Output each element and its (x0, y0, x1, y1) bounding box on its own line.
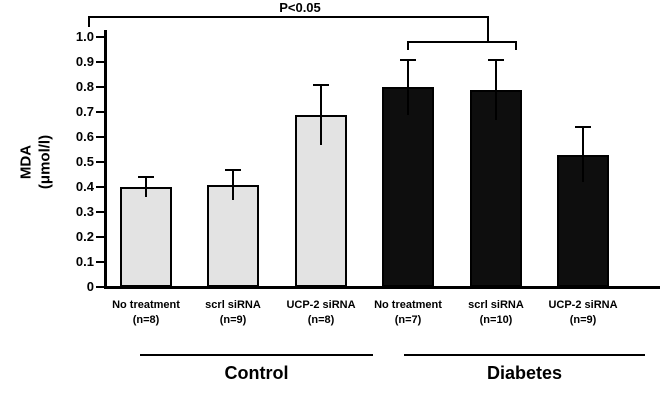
x-label-2-treatment: UCP-2 siRNA (286, 299, 356, 311)
x-label-0: No treatment (n=8) (99, 298, 193, 329)
error-bar-1 (232, 169, 234, 200)
y-tick-mark-2 (96, 236, 105, 238)
y-tick-label-10: 1.0 (75, 29, 94, 44)
y-tick-mark-6 (96, 136, 105, 138)
y-tick-mark-9 (96, 61, 105, 63)
x-label-0-treatment: No treatment (112, 299, 180, 311)
error-bar-cap-1 (225, 168, 241, 171)
y-axis-title-line1: MDA (17, 144, 35, 180)
error-bar-4 (495, 59, 497, 120)
y-tick-mark-4 (96, 186, 105, 188)
y-tick-mark-8 (96, 86, 105, 88)
x-label-5-treatment: UCP-2 siRNA (548, 299, 618, 311)
y-tick-label-9: 0.9 (75, 54, 94, 69)
y-tick-mark-7 (96, 111, 105, 113)
error-bar-5 (582, 127, 584, 182)
significance-bracket-sub-left-tick (407, 41, 409, 50)
significance-bracket-drop (487, 16, 489, 43)
x-label-4-n: (n=10) (479, 314, 513, 327)
x-axis-line (104, 286, 660, 289)
y-tick-mark-10 (96, 36, 105, 38)
x-label-2: UCP-2 siRNA (n=8) (274, 298, 368, 329)
control-group-label: Control (224, 363, 289, 383)
diabetes-group-line (404, 354, 645, 356)
bar-0 (120, 187, 172, 287)
x-label-1-n: (n=9) (219, 314, 247, 327)
y-tick-label-1: 0.1 (75, 254, 94, 269)
x-label-1: scrl siRNA (n=9) (186, 298, 280, 329)
bar-4 (470, 89, 522, 287)
y-tick-label-3: 0.3 (75, 204, 94, 219)
x-label-4: scrl siRNA (n=10) (449, 298, 543, 329)
y-tick-label-7: 0.7 (75, 104, 94, 119)
x-label-2-n: (n=8) (307, 314, 335, 327)
significance-bracket-left-tick (88, 16, 90, 27)
significance-bracket-main (88, 16, 489, 18)
y-axis-line (104, 30, 107, 289)
bar-1 (207, 184, 259, 287)
x-label-4-treatment: scrl siRNA (468, 299, 524, 311)
x-label-3-n: (n=7) (394, 314, 422, 327)
y-tick-label-6: 0.6 (75, 129, 94, 144)
error-bar-0 (145, 177, 147, 197)
y-axis-title-line2: (μmol/l) (36, 134, 53, 190)
error-bar-cap-4 (488, 58, 504, 61)
error-bar-cap-3 (400, 58, 416, 61)
error-bar-cap-0 (138, 176, 154, 178)
diabetes-group-label: Diabetes (486, 363, 563, 383)
x-label-5: UCP-2 siRNA (n=9) (536, 298, 630, 329)
x-label-1-treatment: scrl siRNA (205, 299, 261, 311)
y-tick-label-5: 0.5 (75, 154, 94, 169)
y-tick-label-4: 0.4 (75, 179, 94, 194)
control-group-line (140, 354, 373, 356)
error-bar-3 (407, 59, 409, 115)
y-tick-mark-0 (96, 286, 105, 288)
y-tick-mark-1 (96, 261, 105, 263)
y-tick-label-0: 0 (86, 279, 94, 294)
y-tick-mark-3 (96, 211, 105, 213)
x-label-3: No treatment (n=7) (361, 298, 455, 329)
error-bar-2 (320, 84, 322, 145)
bar-3 (382, 87, 434, 287)
significance-bracket-sub (407, 41, 517, 43)
y-tick-label-2: 0.2 (75, 229, 94, 244)
y-tick-mark-5 (96, 161, 105, 163)
x-label-0-n: (n=8) (132, 314, 160, 327)
x-label-5-n: (n=9) (569, 314, 597, 327)
p-value-label: P<0.05 (279, 0, 321, 15)
y-axis-title: MDA (μmol/l) (17, 135, 55, 189)
y-tick-label-8: 0.8 (75, 79, 94, 94)
error-bar-cap-5 (575, 126, 591, 128)
x-label-3-treatment: No treatment (374, 299, 442, 311)
significance-bracket-sub-right-tick (515, 41, 517, 50)
error-bar-cap-2 (313, 83, 329, 86)
